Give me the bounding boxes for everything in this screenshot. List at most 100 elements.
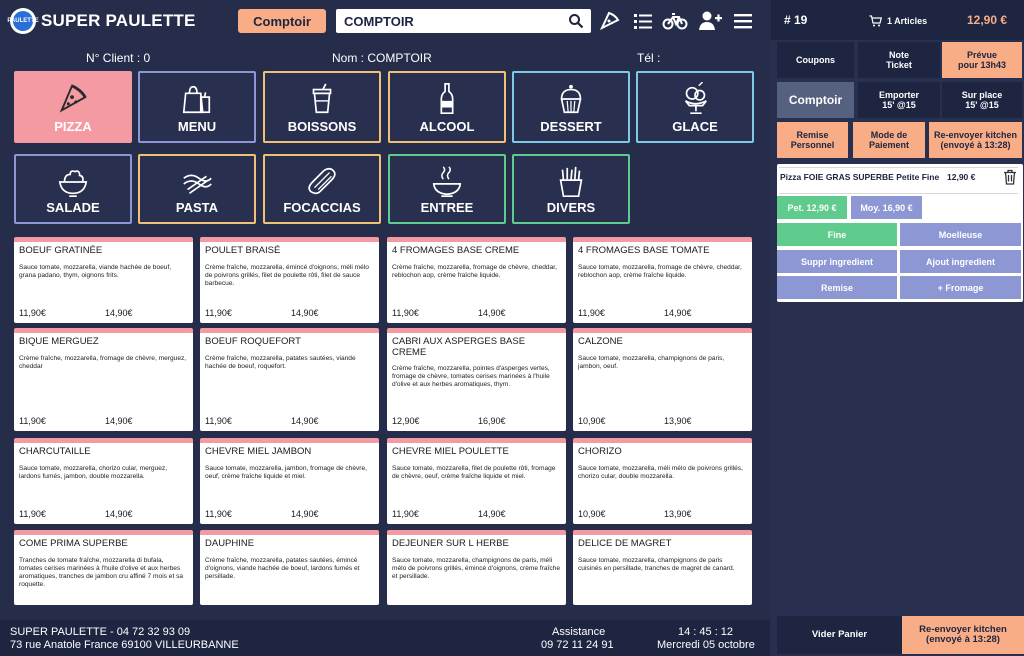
assistance-phone: 09 72 11 24 91 bbox=[541, 639, 614, 651]
vider-panier-button[interactable]: Vider Panier bbox=[777, 616, 902, 654]
bottle-icon bbox=[440, 83, 454, 115]
product-card[interactable]: 4 FROMAGES BASE TOMATE Sauce tomate, mozz… bbox=[573, 237, 752, 323]
price-small: 11,90€ bbox=[205, 416, 232, 426]
cart-item-row[interactable] bbox=[779, 167, 1018, 194]
mode-paiement-button[interactable]: Mode de Paiement bbox=[853, 122, 925, 158]
ice-cream-icon bbox=[684, 82, 707, 115]
category-glace[interactable]: GLACE bbox=[636, 71, 754, 143]
category-label: PIZZA bbox=[54, 119, 92, 134]
trash-icon[interactable] bbox=[1003, 169, 1017, 185]
product-description: Sauce tomate, mozzarella, méli mélo de p… bbox=[578, 464, 743, 480]
product-card[interactable]: COME PRIMA SUPERBE Tranches de tomate fra… bbox=[14, 530, 193, 605]
fries-icon bbox=[559, 166, 583, 198]
product-name: BIQUE MERGUEZ bbox=[19, 336, 99, 347]
search-box bbox=[336, 9, 591, 33]
option-suppr-ingredient-button[interactable]: Suppr ingredient bbox=[777, 250, 897, 273]
product-card[interactable]: DELICE DE MAGRET Sauce tomate, mozzarella… bbox=[573, 530, 752, 605]
logo: PAULETTE bbox=[7, 8, 39, 34]
product-card[interactable]: BOEUF GRATINÉE Sauce tomate, mozzarella, … bbox=[14, 237, 193, 323]
product-card[interactable]: CHEVRE MIEL POULETTE Sauce tomate, mozzar… bbox=[387, 438, 566, 524]
category-salade[interactable]: SALADE bbox=[14, 154, 132, 224]
size-petite-button[interactable]: Pet. 12,90 € bbox=[777, 196, 847, 219]
search-input[interactable] bbox=[336, 9, 556, 33]
option-remise-button[interactable]: Remise bbox=[777, 276, 897, 299]
product-description: Tranches de tomate fraîche, mozzarella d… bbox=[19, 556, 184, 588]
article-count: 1 Articles bbox=[887, 16, 928, 26]
search-icon[interactable] bbox=[568, 13, 584, 29]
product-card[interactable]: BOEUF ROQUEFORT Crème fraîche, mozzarella… bbox=[200, 328, 379, 431]
product-card[interactable]: CALZONE Sauce tomate, mozzarella, champig… bbox=[573, 328, 752, 431]
order-number: # 19 bbox=[784, 13, 808, 27]
price-small: 11,90€ bbox=[205, 509, 232, 519]
category-alcool[interactable]: ALCOOL bbox=[388, 71, 506, 143]
price-small: 11,90€ bbox=[19, 308, 46, 318]
product-description: Crème fraîche, mozzarella, fromage de ch… bbox=[392, 263, 557, 279]
product-card[interactable]: CHARCUTAILLE Sauce tomate, mozzarella, ch… bbox=[14, 438, 193, 524]
product-card[interactable]: DAUPHINE Crème fraîche, mozzarella, patat… bbox=[200, 530, 379, 605]
resend-kitchen-button[interactable]: Re-envoyer kitchen (envoyé à 13:28) bbox=[929, 122, 1022, 158]
menu-icon[interactable] bbox=[730, 8, 756, 34]
comptoir-mode-button[interactable]: Comptoir bbox=[777, 82, 854, 118]
list-icon[interactable] bbox=[630, 8, 656, 34]
pasta-icon bbox=[183, 174, 212, 195]
add-user-icon[interactable] bbox=[697, 8, 723, 34]
drink-cup-icon bbox=[312, 83, 332, 114]
product-description: Sauce tomate, mozzarella, fromage de chè… bbox=[578, 263, 742, 279]
pizza-slice-icon[interactable] bbox=[597, 8, 623, 34]
client-phone: Tél : bbox=[637, 51, 661, 65]
bicycle-icon[interactable] bbox=[662, 8, 688, 34]
product-description: Sauce tomate, mozzarella, filet de poule… bbox=[392, 464, 556, 480]
price-small: 10,90€ bbox=[578, 509, 606, 519]
price-small: 11,90€ bbox=[392, 509, 419, 519]
product-card[interactable]: CABRI AUX ASPERGES BASE CREME Crème fraîc… bbox=[387, 328, 566, 431]
product-card[interactable]: 4 FROMAGES BASE CREME Crème fraîche, mozz… bbox=[387, 237, 566, 323]
price-medium: 13,90€ bbox=[664, 416, 692, 426]
product-card[interactable]: CHORIZO Sauce tomate, mozzarella, méli mé… bbox=[573, 438, 752, 524]
price-medium: 13,90€ bbox=[664, 509, 692, 519]
comptoir-button[interactable]: Comptoir bbox=[238, 9, 326, 33]
cart-item-name: Pizza FOIE GRAS SUPERBE Petite Fine bbox=[780, 172, 940, 182]
price-medium: 14,90€ bbox=[478, 509, 506, 519]
product-description: Crème fraîche, mozzarella, fromage de ch… bbox=[19, 354, 187, 370]
product-card[interactable]: POULET BRAISÉ Crème fraîche, mozzarella, … bbox=[200, 237, 379, 323]
resend-kitchen-bottom-button[interactable]: Re-envoyer kitchen (envoyé à 13:28) bbox=[902, 616, 1024, 654]
price-small: 10,90€ bbox=[578, 416, 606, 426]
price-medium: 14,90€ bbox=[105, 509, 133, 519]
product-name: CHARCUTAILLE bbox=[19, 446, 91, 457]
category-menu[interactable]: MENU bbox=[138, 71, 256, 143]
product-card[interactable]: BIQUE MERGUEZ Crème fraîche, mozzarella, … bbox=[14, 328, 193, 431]
option-fromage-button[interactable]: + Fromage bbox=[900, 276, 1021, 299]
client-number: N° Client : 0 bbox=[86, 51, 151, 65]
category-focaccias[interactable]: FOCACCIAS bbox=[263, 154, 381, 224]
option-fine-button[interactable]: Fine bbox=[777, 223, 897, 246]
category-label: DESSERT bbox=[540, 119, 602, 134]
coupons-button[interactable]: Coupons bbox=[777, 42, 854, 78]
product-description: Sauce tomate, mozzarella, jambon, fromag… bbox=[205, 464, 367, 480]
product-card[interactable]: CHEVRE MIEL JAMBON Sauce tomate, mozzarel… bbox=[200, 438, 379, 524]
order-panel: # 19 1 Articles 12,90 € Coupons Note Tic… bbox=[771, 0, 1024, 656]
category-divers[interactable]: DIVERS bbox=[512, 154, 630, 224]
sur-place-button[interactable]: Sur place 15' @15 bbox=[942, 82, 1022, 118]
product-card[interactable]: DEJEUNER SUR L HERBE Sauce tomate, mozzar… bbox=[387, 530, 566, 605]
category-boissons[interactable]: BOISSONS bbox=[263, 71, 381, 143]
emporter-button[interactable]: Emporter 15' @15 bbox=[858, 82, 940, 118]
category-entree[interactable]: ENTREE bbox=[388, 154, 506, 224]
remise-personnel-button[interactable]: Remise Personnel bbox=[777, 122, 848, 158]
size-moyenne-button[interactable]: Moy. 16,90 € bbox=[851, 196, 922, 219]
cart-item-price: 12,90 € bbox=[947, 172, 976, 182]
prevue-button[interactable]: Prévue pour 13h43 bbox=[942, 42, 1022, 78]
option-ajout-ingredient-button[interactable]: Ajout ingredient bbox=[900, 250, 1021, 273]
category-pizza[interactable]: PIZZA bbox=[14, 71, 132, 143]
note-ticket-button[interactable]: Note Ticket bbox=[858, 42, 940, 78]
option-moelleuse-button[interactable]: Moelleuse bbox=[900, 223, 1021, 246]
category-label: MENU bbox=[177, 119, 217, 134]
product-name: CHEVRE MIEL JAMBON bbox=[205, 446, 312, 457]
product-name: 4 FROMAGES BASE CREME bbox=[392, 245, 520, 256]
category-label: SALADE bbox=[46, 200, 100, 215]
price-medium: 14,90€ bbox=[291, 416, 319, 426]
price-small: 11,90€ bbox=[205, 308, 232, 318]
product-name: CABRI AUX ASPERGES BASE CREME bbox=[392, 336, 526, 358]
product-name: CHEVRE MIEL POULETTE bbox=[392, 446, 509, 457]
category-dessert[interactable]: DESSERT bbox=[512, 71, 630, 143]
category-pasta[interactable]: PASTA bbox=[138, 154, 256, 224]
